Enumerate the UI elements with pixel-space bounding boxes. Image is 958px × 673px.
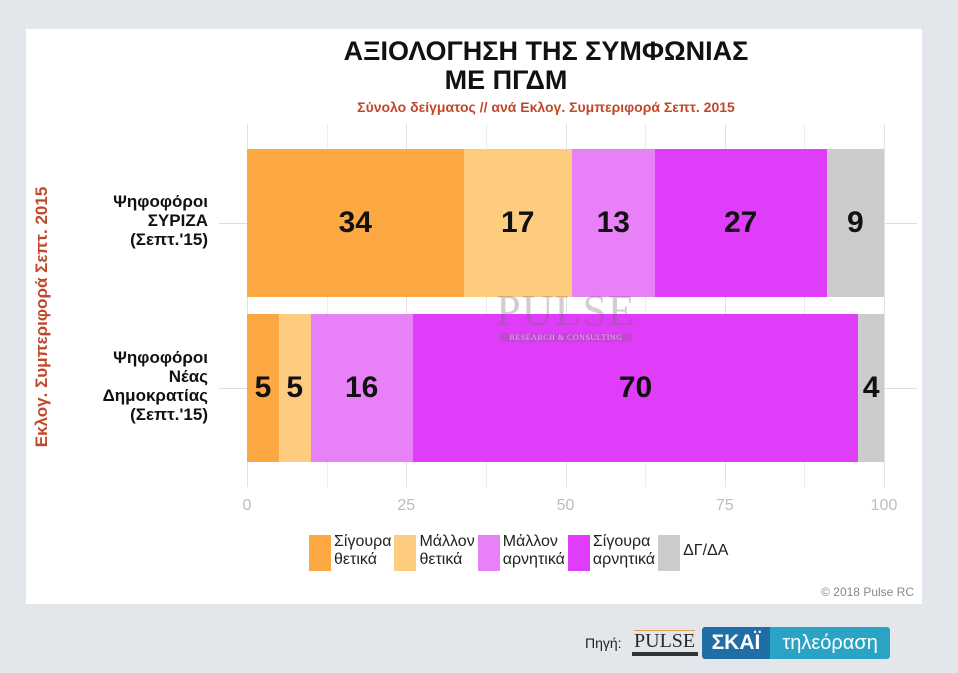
segment-value-label: 13 — [596, 206, 630, 239]
x-tick-label: 75 — [715, 497, 734, 514]
category-line: (Σεπτ.'15) — [130, 405, 208, 424]
legend-label: Σίγουρα αρνητικά — [592, 533, 656, 568]
legend-label: Σίγουρα θετικά — [334, 533, 392, 568]
segment-value-label: 34 — [338, 206, 372, 239]
legend-swatch — [658, 535, 681, 571]
category-line: ΣΥΡΙΖΑ — [147, 211, 208, 230]
chart-title: ΑΞΙΟΛΟΓΗΣΗ ΤΗΣ ΣΥΜΦΩΝΙΑΣ ΜΕ ΠΓΔΜ — [266, 37, 826, 95]
segment-value-label: 16 — [344, 371, 379, 404]
gridline — [565, 124, 567, 487]
legend-item: Σίγουρα θετικά — [309, 533, 391, 571]
gridline — [485, 124, 487, 487]
segment-value-label: 17 — [501, 206, 535, 239]
segment-value-label: 70 — [618, 371, 653, 404]
y-tick — [219, 223, 247, 224]
bar-segment: 5 — [278, 314, 311, 462]
source-footer: Πηγή: PULSE ΣΚΑΪ τηλεόραση — [585, 627, 890, 659]
stacked-bar: 5 5 16 70 4 — [247, 314, 884, 462]
gridline — [724, 124, 726, 487]
gridline — [406, 124, 408, 487]
y-tick — [885, 223, 917, 224]
plot-area: 34 17 13 27 9 5 5 16 70 4 0 25 50 75 100 — [219, 124, 917, 519]
category-line: (Σεπτ.'15) — [130, 230, 208, 249]
category-line: Δημοκρατίας — [102, 386, 208, 405]
skai-logo: ΣΚΑΪ τηλεόραση — [701, 627, 890, 659]
bar-segment: 9 — [826, 149, 884, 297]
title-line-2: ΜΕ ΠΓΔΜ — [444, 65, 568, 95]
bar-segment: 27 — [654, 149, 827, 297]
segment-value-label: 5 — [286, 371, 304, 404]
pulse-logo-text: PULSE — [634, 630, 696, 652]
legend-swatch — [309, 535, 331, 571]
x-tick-label: 100 — [870, 497, 898, 514]
gridline — [645, 124, 647, 487]
stacked-bar: 34 17 13 27 9 — [247, 149, 884, 297]
pulse-logo: PULSE — [631, 630, 698, 656]
legend-item: ΔΓ/ΔΑ — [658, 533, 728, 571]
bar-segment: 13 — [571, 149, 655, 297]
bar-segment: 70 — [412, 314, 859, 462]
gridline — [326, 124, 328, 487]
legend-item: Μάλλον θετικά — [394, 533, 475, 571]
y-tick — [219, 388, 247, 389]
title-line-1: ΑΞΙΟΛΟΓΗΣΗ ΤΗΣ ΣΥΜΦΩΝΙΑΣ — [343, 36, 749, 66]
chart-panel: ΑΞΙΟΛΟΓΗΣΗ ΤΗΣ ΣΥΜΦΩΝΙΑΣ ΜΕ ΠΓΔΜ Σύνολο … — [26, 29, 922, 604]
gridline — [804, 124, 806, 487]
chart-subtitle: Σύνολο δείγματος // ανά Εκλογ. Συμπεριφο… — [357, 99, 735, 115]
bar-segment: 5 — [247, 314, 279, 462]
gridline — [247, 124, 248, 487]
segment-value-label: 5 — [254, 371, 272, 404]
legend-swatch — [567, 535, 590, 571]
category-line: Ψηφοφόροι — [113, 348, 208, 367]
copyright: © 2018 Pulse RC — [821, 585, 914, 599]
x-tick-label: 25 — [397, 497, 416, 514]
bar-segment: 4 — [858, 314, 884, 462]
category-label-syriza: Ψηφοφόροι ΣΥΡΙΖΑ (Σεπτ.'15) — [113, 192, 208, 249]
segment-value-label: 9 — [846, 206, 864, 239]
skai-tagline: τηλεόραση — [770, 627, 890, 659]
legend-item: Μάλλον αρνητικά — [477, 533, 565, 571]
y-tick — [885, 388, 917, 389]
bar-segment: 16 — [310, 314, 413, 462]
x-tick-label: 50 — [556, 497, 575, 514]
legend-item: Σίγουρα αρνητικά — [567, 533, 656, 571]
legend-label: Μάλλον θετικά — [419, 533, 475, 568]
bar-segment: 17 — [463, 149, 572, 297]
segment-value-label: 4 — [862, 371, 880, 404]
category-label-nd: Ψηφοφόροι Νέας Δημοκρατίας (Σεπτ.'15) — [103, 348, 208, 424]
skai-brand: ΣΚΑΪ — [701, 627, 771, 659]
category-line: Ψηφοφόροι — [113, 192, 208, 211]
category-line: Νέας — [168, 367, 208, 386]
legend: Σίγουρα θετικά Μάλλον θετικά Μάλλον αρνητικά Σ… — [309, 533, 731, 571]
x-tick-label: 0 — [242, 497, 252, 514]
legend-swatch — [477, 535, 500, 571]
bar-segment: 34 — [247, 149, 464, 297]
gridline — [884, 124, 885, 487]
pulse-logo-bar — [631, 652, 698, 656]
legend-label: ΔΓ/ΔΑ — [683, 542, 729, 559]
legend-swatch — [394, 535, 417, 571]
segment-value-label: 27 — [723, 206, 758, 239]
legend-label: Μάλλον αρνητικά — [502, 533, 565, 568]
source-label: Πηγή: — [585, 635, 622, 651]
y-axis-label-text: Εκλογ. Συμπεριφορά Σεπτ. 2015 — [32, 186, 51, 448]
